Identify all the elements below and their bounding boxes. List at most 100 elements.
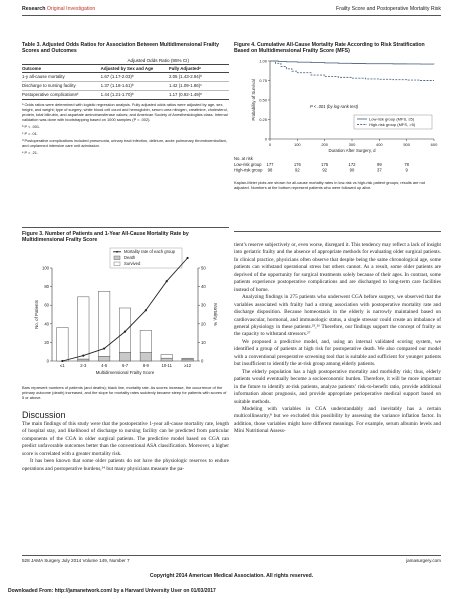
figure-3-caption: Bars represent numbers of patients (and … [22,384,227,401]
x-tick-label: 0 [269,142,272,147]
running-header-right: Frailty Score and Postoperative Mortalit… [336,6,441,12]
footnote: ᵇ P < .001. [22,123,41,129]
journal-section: Research [22,6,46,12]
x-tick-label: 400 [376,142,383,147]
paragraph: We proposed a predictive model, and, usi… [234,338,441,368]
table-3: Table 3. Adjusted Odds Ratios for Associ… [22,42,229,157]
y-right-tick-label: 40 [201,284,206,289]
footnote: ᶜ P = .01. [22,130,38,136]
discussion-heading: Discussion [22,410,66,420]
y-right-tick-label: 10 [201,340,206,345]
x-axis-label: Multidimensional Frailty Score [96,370,155,375]
table-cell: 1.44 (1.21-1.70)ᵇ [100,92,134,98]
table-3-grid: Outcome Adjusted by Sex and Age Fully Ad… [22,64,229,100]
y-right-tick-label: 20 [201,321,206,326]
bar-death [181,358,194,362]
paragraph: tient’s reserve subjectively or, even wo… [234,242,441,293]
at-risk-value: 176 [294,162,302,167]
y-axis-label: Probability of Survival [251,79,256,120]
y-tick-label: 20 [44,340,49,345]
at-risk-value: 90 [350,167,355,172]
legend-swatch [113,255,121,260]
right-column-text: tient’s reserve subjectively or, even wo… [234,242,441,436]
at-risk-row-label: High-risk group [234,167,263,172]
paragraph: The main findings of this study were tha… [22,421,229,457]
table-cell: 2.05 (1.43-2.94)ᵇ [168,72,229,82]
legend-label: Mortality rate of each group [124,249,176,254]
table-cell: 1.42 (1.09-1.86)ᶜ [168,81,229,91]
mortality-point [61,359,64,362]
table-row: Discharge to nursing facility 1.37 (1.18… [22,81,229,91]
table-3-group-header: Adjusted Odds Ratio (95% CI) [22,58,229,65]
table-row: 1-y all-cause mortality 1.67 (1.17-2.03)… [22,72,229,82]
table-row: Postoperative complicationsᵈ 1.44 (1.21-… [22,90,229,100]
bar-death [139,352,152,362]
paragraph: It has been known that some older patien… [22,458,229,472]
table-cell: 1-y all-cause mortality [22,72,101,82]
header-rule [22,15,441,16]
x-tick-label: 10-11 [162,363,173,368]
bar-survived [139,329,152,353]
footer-rule [22,555,441,556]
y-axis-label: No. of Patients [34,299,39,329]
mortality-point [103,347,106,350]
figure-3: Figure 3. Number of Patients and 1-Year … [22,227,229,401]
bar-survived [119,307,131,353]
download-notice: Downloaded From: http://jamanetwork.com/… [8,588,216,594]
mortality-point [123,330,127,333]
figure-4: Figure 4. Cumulative All-Cause Mortality… [234,42,441,190]
mortality-point [165,279,168,283]
paragraph: Modeling with variables in CGA understan… [234,405,441,435]
at-risk-row-label: Low-risk group [234,162,262,167]
y-tick-label: 0 [47,358,50,363]
at-risk-value: 172 [349,162,357,167]
x-axis-label: Duration After Surgery, d [329,148,377,153]
legend-box [109,247,183,269]
x-tick-label: 6-7 [122,363,129,368]
at-risk-heading: No. at risk [234,156,254,161]
y-right-tick-label: 0 [201,358,204,363]
bar-death [119,352,131,362]
x-tick-label: ≥12 [184,363,192,368]
kaplan-meier-chart: 0 0.25 0.50 0.75 1.00 0 100 200 300 400 500 600 Dura… [234,58,438,172]
x-tick-label: 300 [349,142,356,147]
legend-box [353,114,433,130]
y-axis-right-label: Mortality, % [213,303,218,326]
x-tick-label: 600 [431,142,438,147]
legend-label: Death [124,255,136,260]
figure-3-rule [22,227,229,228]
x-tick-label: 200 [321,142,328,147]
table-3-title: Table 3. Adjusted Odds Ratios for Associ… [22,42,219,55]
y-tick-label: 0.50 [259,97,268,102]
y-tick-label: 40 [44,321,49,326]
figure-4-rule [234,231,441,232]
page-footer-right: jamasurgery.com [406,558,441,563]
table-cell: Postoperative complicationsᵈ [22,92,79,98]
at-risk-value: 99 [377,162,382,167]
table-cell: 1.37 (1.18-1.61)ᵇ [100,81,169,91]
mortality-point [82,354,85,357]
at-risk-value: 78 [404,162,409,167]
mortality-point [186,256,189,259]
bar-survived [98,290,111,357]
mortality-point [144,308,147,312]
figure-4-caption: Kaplan-Meier plots are shown for all-cau… [234,179,425,191]
bar-survived [56,327,69,362]
table-3-footnotes: ᵃ Odds ratios were determined with logis… [22,102,229,155]
bar-death [77,358,90,362]
at-risk-value: 37 [377,167,382,172]
at-risk-value: 98 [268,167,273,172]
table-cell: 1.67 (1.17-2.03)ᵇ [100,72,169,82]
footnote: ᵈ Postoperative complications included p… [22,137,227,148]
table-3-col-header: Adjusted by Sex and Age [100,64,169,73]
figure-4-title: Figure 4. Cumulative All-Cause Mortality… [234,42,425,55]
y-tick-label: 80 [44,284,49,289]
paragraph: The elderly population has a high postop… [234,368,441,405]
legend-swatch-marker [116,250,118,253]
frailty-bar-chart: Mortality rate of each groupDeathSurvive… [34,247,218,375]
page-footer-left: 528 JAMA Surgery July 2014 Volume 149, N… [22,558,130,563]
y-tick-label: 0 [265,136,268,141]
bar-death [160,357,173,362]
table-cell: 1.17 (0.92-1.49)ᵉ [168,92,202,98]
x-tick-label: 8-9 [143,363,150,368]
